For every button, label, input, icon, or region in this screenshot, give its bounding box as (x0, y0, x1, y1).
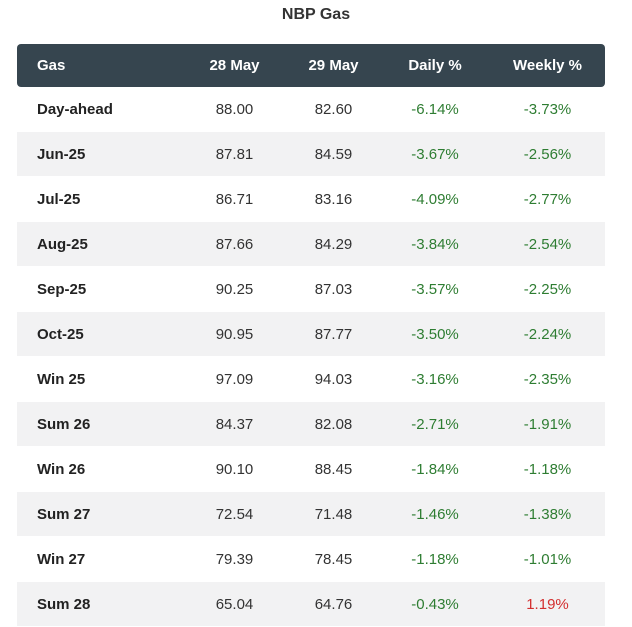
table-row: Sep-25 90.25 87.03 -3.57% -2.25% (17, 267, 605, 311)
row-weekly-pct: -1.01% (523, 550, 572, 568)
row-daily-pct: -3.84% (411, 235, 459, 253)
row-weekly-pct: -2.25% (523, 280, 572, 298)
row-name: Sum 28 (37, 595, 91, 613)
table-row: Win 25 97.09 94.03 -3.16% -2.35% (17, 357, 605, 401)
row-28-may: 90.10 (215, 460, 254, 478)
row-daily-pct: -0.43% (411, 595, 459, 613)
row-weekly-pct: -1.18% (523, 460, 572, 478)
row-28-may: 79.39 (215, 550, 254, 568)
row-name: Jun-25 (37, 145, 86, 163)
row-weekly-pct: -2.24% (523, 325, 572, 343)
row-29-may: 71.48 (314, 505, 353, 523)
table-row: Oct-25 90.95 87.77 -3.50% -2.24% (17, 312, 605, 356)
row-29-may: 87.77 (314, 325, 353, 343)
prices-table: Gas 28 May 29 May Daily % Weekly % Day-a… (17, 44, 605, 626)
row-28-may: 86.71 (215, 190, 254, 208)
header-gas: Gas (37, 57, 66, 74)
row-weekly-pct: -3.73% (523, 100, 572, 118)
table-row: Jun-25 87.81 84.59 -3.67% -2.56% (17, 132, 605, 176)
row-daily-pct: -3.50% (411, 325, 459, 343)
row-weekly-pct: -1.38% (523, 505, 572, 523)
table-body: Day-ahead 88.00 82.60 -6.14% -3.73% Jun-25 87.… (17, 87, 605, 626)
row-29-may: 94.03 (314, 370, 353, 388)
row-29-may: 84.29 (314, 235, 353, 253)
table-row: Day-ahead 88.00 82.60 -6.14% -3.73% (17, 87, 605, 131)
row-28-may: 87.81 (215, 145, 254, 163)
row-29-may: 82.08 (314, 415, 353, 433)
table-row: Sum 28 65.04 64.76 -0.43% 1.19% (17, 582, 605, 626)
table-row: Sum 26 84.37 82.08 -2.71% -1.91% (17, 402, 605, 446)
header-28-may: 28 May (209, 57, 260, 74)
row-daily-pct: -3.16% (411, 370, 459, 388)
header-29-may: 29 May (308, 57, 359, 74)
row-daily-pct: -1.84% (411, 460, 459, 478)
row-daily-pct: -1.46% (411, 505, 459, 523)
row-weekly-pct: -2.56% (523, 145, 572, 163)
row-28-may: 72.54 (215, 505, 254, 523)
row-daily-pct: -3.57% (411, 280, 459, 298)
table-header: Gas 28 May 29 May Daily % Weekly % (17, 44, 605, 87)
row-29-may: 84.59 (314, 145, 353, 163)
row-name: Win 27 (37, 550, 86, 568)
row-weekly-pct: 1.19% (526, 595, 569, 613)
table-row: Win 26 90.10 88.45 -1.84% -1.18% (17, 447, 605, 491)
row-28-may: 90.25 (215, 280, 254, 298)
row-28-may: 87.66 (215, 235, 254, 253)
table-row: Jul-25 86.71 83.16 -4.09% -2.77% (17, 177, 605, 221)
row-29-may: 88.45 (314, 460, 353, 478)
row-weekly-pct: -2.35% (523, 370, 572, 388)
table-row: Win 27 79.39 78.45 -1.18% -1.01% (17, 537, 605, 581)
row-28-may: 65.04 (215, 595, 254, 613)
row-29-may: 78.45 (314, 550, 353, 568)
row-name: Sum 27 (37, 505, 91, 523)
row-name: Aug-25 (37, 235, 88, 253)
row-28-may: 88.00 (215, 100, 254, 118)
row-weekly-pct: -1.91% (523, 415, 572, 433)
row-weekly-pct: -2.54% (523, 235, 572, 253)
row-28-may: 84.37 (215, 415, 254, 433)
header-weekly-pct: Weekly % (513, 57, 582, 74)
row-name: Win 26 (37, 460, 86, 478)
row-name: Sum 26 (37, 415, 91, 433)
row-name: Oct-25 (37, 325, 84, 343)
row-29-may: 83.16 (314, 190, 353, 208)
table-row: Sum 27 72.54 71.48 -1.46% -1.38% (17, 492, 605, 536)
row-daily-pct: -6.14% (411, 100, 459, 118)
table-row: Aug-25 87.66 84.29 -3.84% -2.54% (17, 222, 605, 266)
header-daily-pct: Daily % (408, 57, 462, 74)
row-29-may: 64.76 (314, 595, 353, 613)
row-name: Sep-25 (37, 280, 87, 298)
row-28-may: 97.09 (215, 370, 254, 388)
row-weekly-pct: -2.77% (523, 190, 572, 208)
row-29-may: 87.03 (314, 280, 353, 298)
row-name: Jul-25 (37, 190, 81, 208)
row-daily-pct: -3.67% (411, 145, 459, 163)
row-daily-pct: -1.18% (411, 550, 459, 568)
row-29-may: 82.60 (314, 100, 353, 118)
row-daily-pct: -4.09% (411, 190, 459, 208)
table-title: NBP Gas (281, 6, 351, 23)
row-daily-pct: -2.71% (411, 415, 459, 433)
row-name: Day-ahead (37, 100, 113, 118)
row-28-may: 90.95 (215, 325, 254, 343)
row-name: Win 25 (37, 370, 86, 388)
